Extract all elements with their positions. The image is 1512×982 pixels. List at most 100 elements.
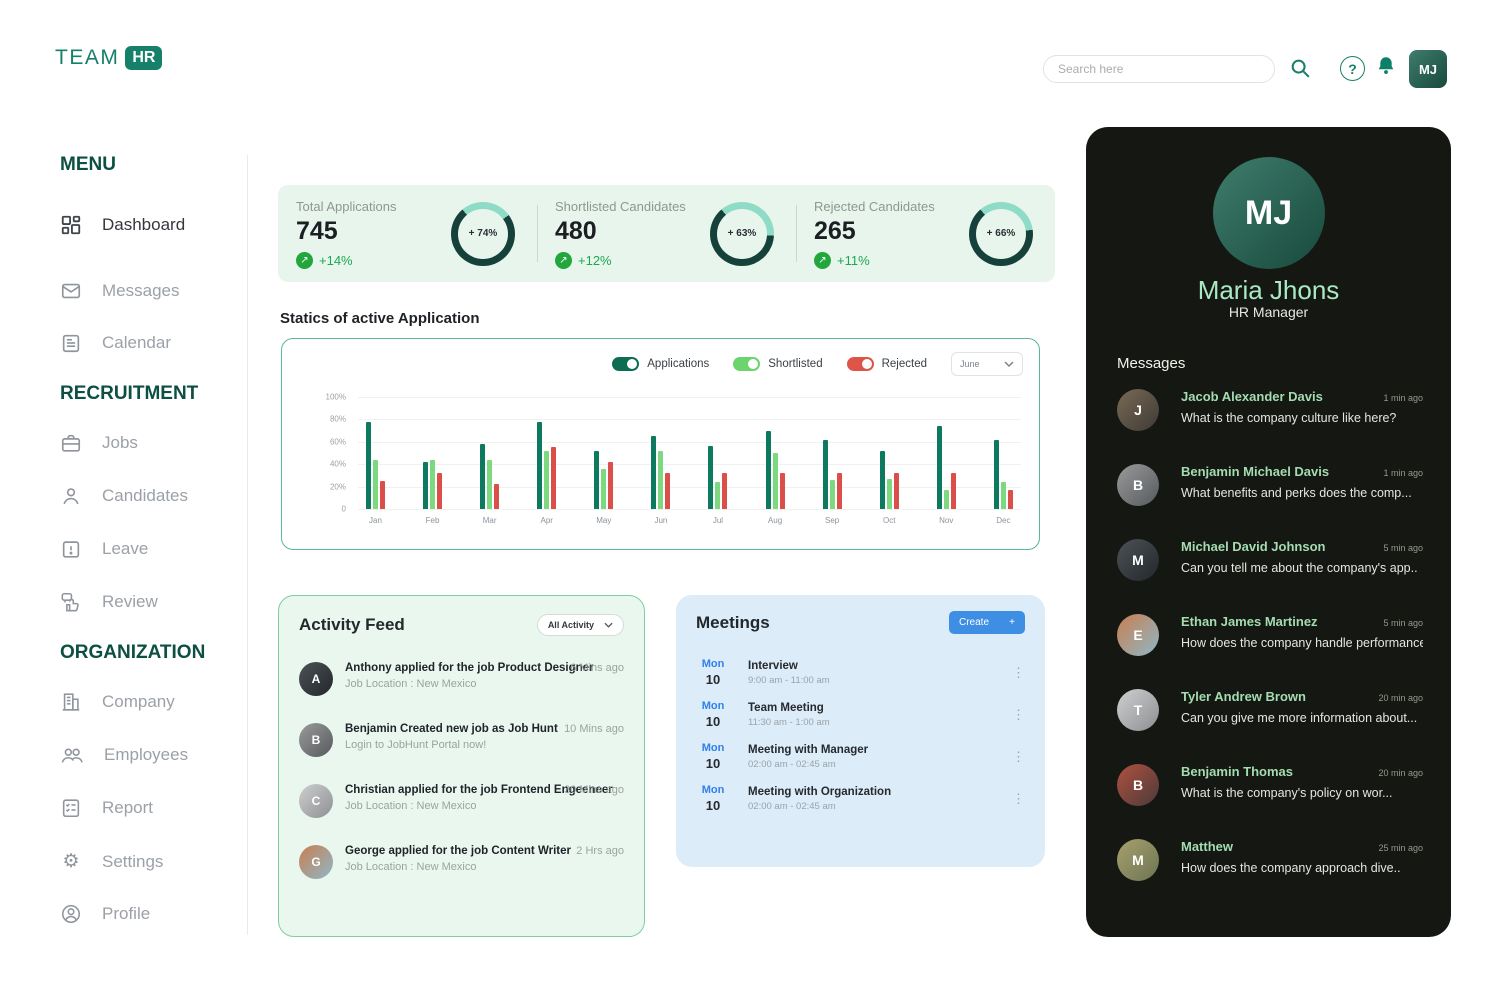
stats-band: Total Applications 745 ↗ +14% + 74% Shor… xyxy=(278,185,1055,282)
progress-ring: + 63% xyxy=(710,201,774,266)
ring-label: + 66% xyxy=(986,228,1016,239)
bar-applications xyxy=(480,444,486,509)
legend-label: Shortlisted xyxy=(768,358,823,370)
logo-text: TEAM xyxy=(55,46,120,69)
message-sender: Jacob Alexander Davis xyxy=(1181,389,1323,404)
month-filter-dropdown[interactable]: June xyxy=(951,352,1023,376)
sidebar-item-review[interactable]: Review xyxy=(60,591,158,613)
legend-toggle-rejected[interactable]: Rejected xyxy=(846,357,927,371)
message-item[interactable]: T Tyler Andrew Brown 20 min ago Can you … xyxy=(1117,689,1423,731)
bar-shortlisted xyxy=(544,450,550,509)
y-tick-label: 20% xyxy=(329,482,346,492)
meetings-card: Meetings Create + Mon 10 Interview 9:00 … xyxy=(676,595,1045,867)
message-time: 20 min ago xyxy=(1378,768,1423,778)
message-item[interactable]: M Michael David Johnson 5 min ago Can yo… xyxy=(1117,539,1423,581)
toggle-on-icon xyxy=(846,357,874,371)
gridline xyxy=(358,397,1021,398)
activity-item[interactable]: C Christian applied for the job Frontend… xyxy=(299,784,624,818)
message-item[interactable]: B Benjamin Michael Davis 1 min ago What … xyxy=(1117,464,1423,506)
sidebar-item-leave[interactable]: Leave xyxy=(60,538,148,560)
activity-time: 6 Mins ago xyxy=(570,662,624,674)
ring-label: + 63% xyxy=(727,228,757,239)
stat-label: Shortlisted Candidates xyxy=(555,198,686,214)
sidebar-item-dashboard[interactable]: Dashboard xyxy=(60,214,185,236)
activity-time: 10 Mins ago xyxy=(564,723,624,735)
sidebar-item-company[interactable]: Company xyxy=(60,691,175,713)
kebab-menu-icon[interactable]: ⋮ xyxy=(1012,791,1025,806)
kebab-menu-icon[interactable]: ⋮ xyxy=(1012,665,1025,680)
calendar-alert-icon xyxy=(62,541,80,558)
sidebar-item-calendar[interactable]: Calendar xyxy=(60,332,171,354)
y-tick-label: 100% xyxy=(325,392,346,402)
meeting-item[interactable]: Mon 10 Meeting with Organization 02:00 a… xyxy=(696,784,1025,813)
message-sender: Michael David Johnson xyxy=(1181,539,1326,554)
legend-toggle-applications[interactable]: Applications xyxy=(612,357,709,371)
sidebar-item-candidates[interactable]: Candidates xyxy=(60,485,188,507)
activity-time: 30 Mins ago xyxy=(564,784,624,796)
kebab-menu-icon[interactable]: ⋮ xyxy=(1012,707,1025,722)
sidebar-item-jobs[interactable]: Jobs xyxy=(60,432,138,454)
bar-rejected xyxy=(893,473,899,509)
bar-rejected xyxy=(665,473,671,509)
sidebar-item-report[interactable]: Report xyxy=(60,797,153,819)
bar-shortlisted xyxy=(658,450,664,509)
message-item[interactable]: M Matthew 25 min ago How does the compan… xyxy=(1117,839,1423,881)
activity-item[interactable]: G George applied for the job Content Wri… xyxy=(299,845,624,879)
stat-shortlisted-candidates: Shortlisted Candidates 480 ↗ +12% + 63% xyxy=(537,185,796,282)
meeting-day: Mon xyxy=(701,658,725,670)
sidebar-item-settings[interactable]: ⚙ Settings xyxy=(60,850,163,873)
sidebar-item-profile[interactable]: Profile xyxy=(60,903,150,925)
activity-item[interactable]: A Anthony applied for the job Product De… xyxy=(299,662,624,696)
user-avatar[interactable]: MJ xyxy=(1409,50,1447,88)
chevron-down-icon xyxy=(1004,361,1014,367)
legend-label: Rejected xyxy=(881,358,927,370)
message-item[interactable]: B Benjamin Thomas 20 min ago What is the… xyxy=(1117,764,1423,806)
meeting-item[interactable]: Mon 10 Team Meeting 11:30 am - 1:00 am ⋮ xyxy=(696,700,1025,729)
profile-avatar: MJ xyxy=(1212,157,1325,269)
bar-applications xyxy=(822,439,828,509)
app-logo: TEAM HR xyxy=(55,46,163,70)
bar-applications xyxy=(993,439,999,509)
activity-item[interactable]: B Benjamin Created new job as Job Hunt L… xyxy=(299,723,624,757)
sidebar-section-organization: ORGANIZATION xyxy=(60,642,206,663)
sidebar-item-messages[interactable]: Messages xyxy=(60,280,179,302)
stat-rejected-candidates: Rejected Candidates 265 ↗ +11% + 66% xyxy=(796,185,1055,282)
stat-delta: +14% xyxy=(319,252,353,268)
search-icon[interactable] xyxy=(1289,57,1311,81)
stat-delta: +12% xyxy=(578,252,612,268)
profile-name: Maria Jhons xyxy=(1197,275,1340,305)
meeting-item[interactable]: Mon 10 Meeting with Manager 02:00 am - 0… xyxy=(696,742,1025,771)
kebab-menu-icon[interactable]: ⋮ xyxy=(1012,749,1025,764)
activity-filter-dropdown[interactable]: All Activity xyxy=(536,614,624,636)
sidebar-item-label: Messages xyxy=(102,281,180,300)
sidebar-item-label: Employees xyxy=(104,745,189,764)
meeting-item[interactable]: Mon 10 Interview 9:00 am - 11:00 am ⋮ xyxy=(696,658,1025,687)
search-input[interactable] xyxy=(1043,55,1275,83)
help-icon[interactable]: ? xyxy=(1340,56,1365,81)
x-tick-label: Apr xyxy=(540,516,553,525)
y-tick-label: 40% xyxy=(329,459,346,469)
bar-applications xyxy=(708,446,714,509)
bar-group: Apr xyxy=(537,397,557,525)
bar-applications xyxy=(879,450,885,509)
bar-shortlisted xyxy=(772,453,778,509)
avatar: M xyxy=(1117,839,1159,881)
message-preview: How does the company handle performance.… xyxy=(1181,636,1423,650)
x-tick-label: Jun xyxy=(654,516,668,525)
trend-up-icon: ↗ xyxy=(296,251,313,269)
bar-applications xyxy=(366,421,371,509)
bar-group: Jun xyxy=(651,397,671,525)
x-tick-label: Mar xyxy=(482,516,497,525)
message-item[interactable]: J Jacob Alexander Davis 1 min ago What i… xyxy=(1117,389,1423,431)
chevron-down-icon xyxy=(604,622,613,628)
avatar: B xyxy=(299,723,333,757)
legend-toggle-shortlisted[interactable]: Shortlisted xyxy=(733,357,823,371)
message-item[interactable]: E Ethan James Martinez 5 min ago How doe… xyxy=(1117,614,1423,656)
create-meeting-button[interactable]: Create + xyxy=(949,611,1025,634)
sidebar-item-employees[interactable]: Employees xyxy=(60,744,188,766)
x-tick-label: Oct xyxy=(882,516,896,525)
notifications-bell-icon[interactable] xyxy=(1375,54,1397,81)
bar-group: Nov xyxy=(936,397,956,525)
profile-panel: MJ Maria Jhons HR Manager Messages J Jac… xyxy=(1086,127,1451,937)
bar-rejected xyxy=(1007,489,1013,509)
